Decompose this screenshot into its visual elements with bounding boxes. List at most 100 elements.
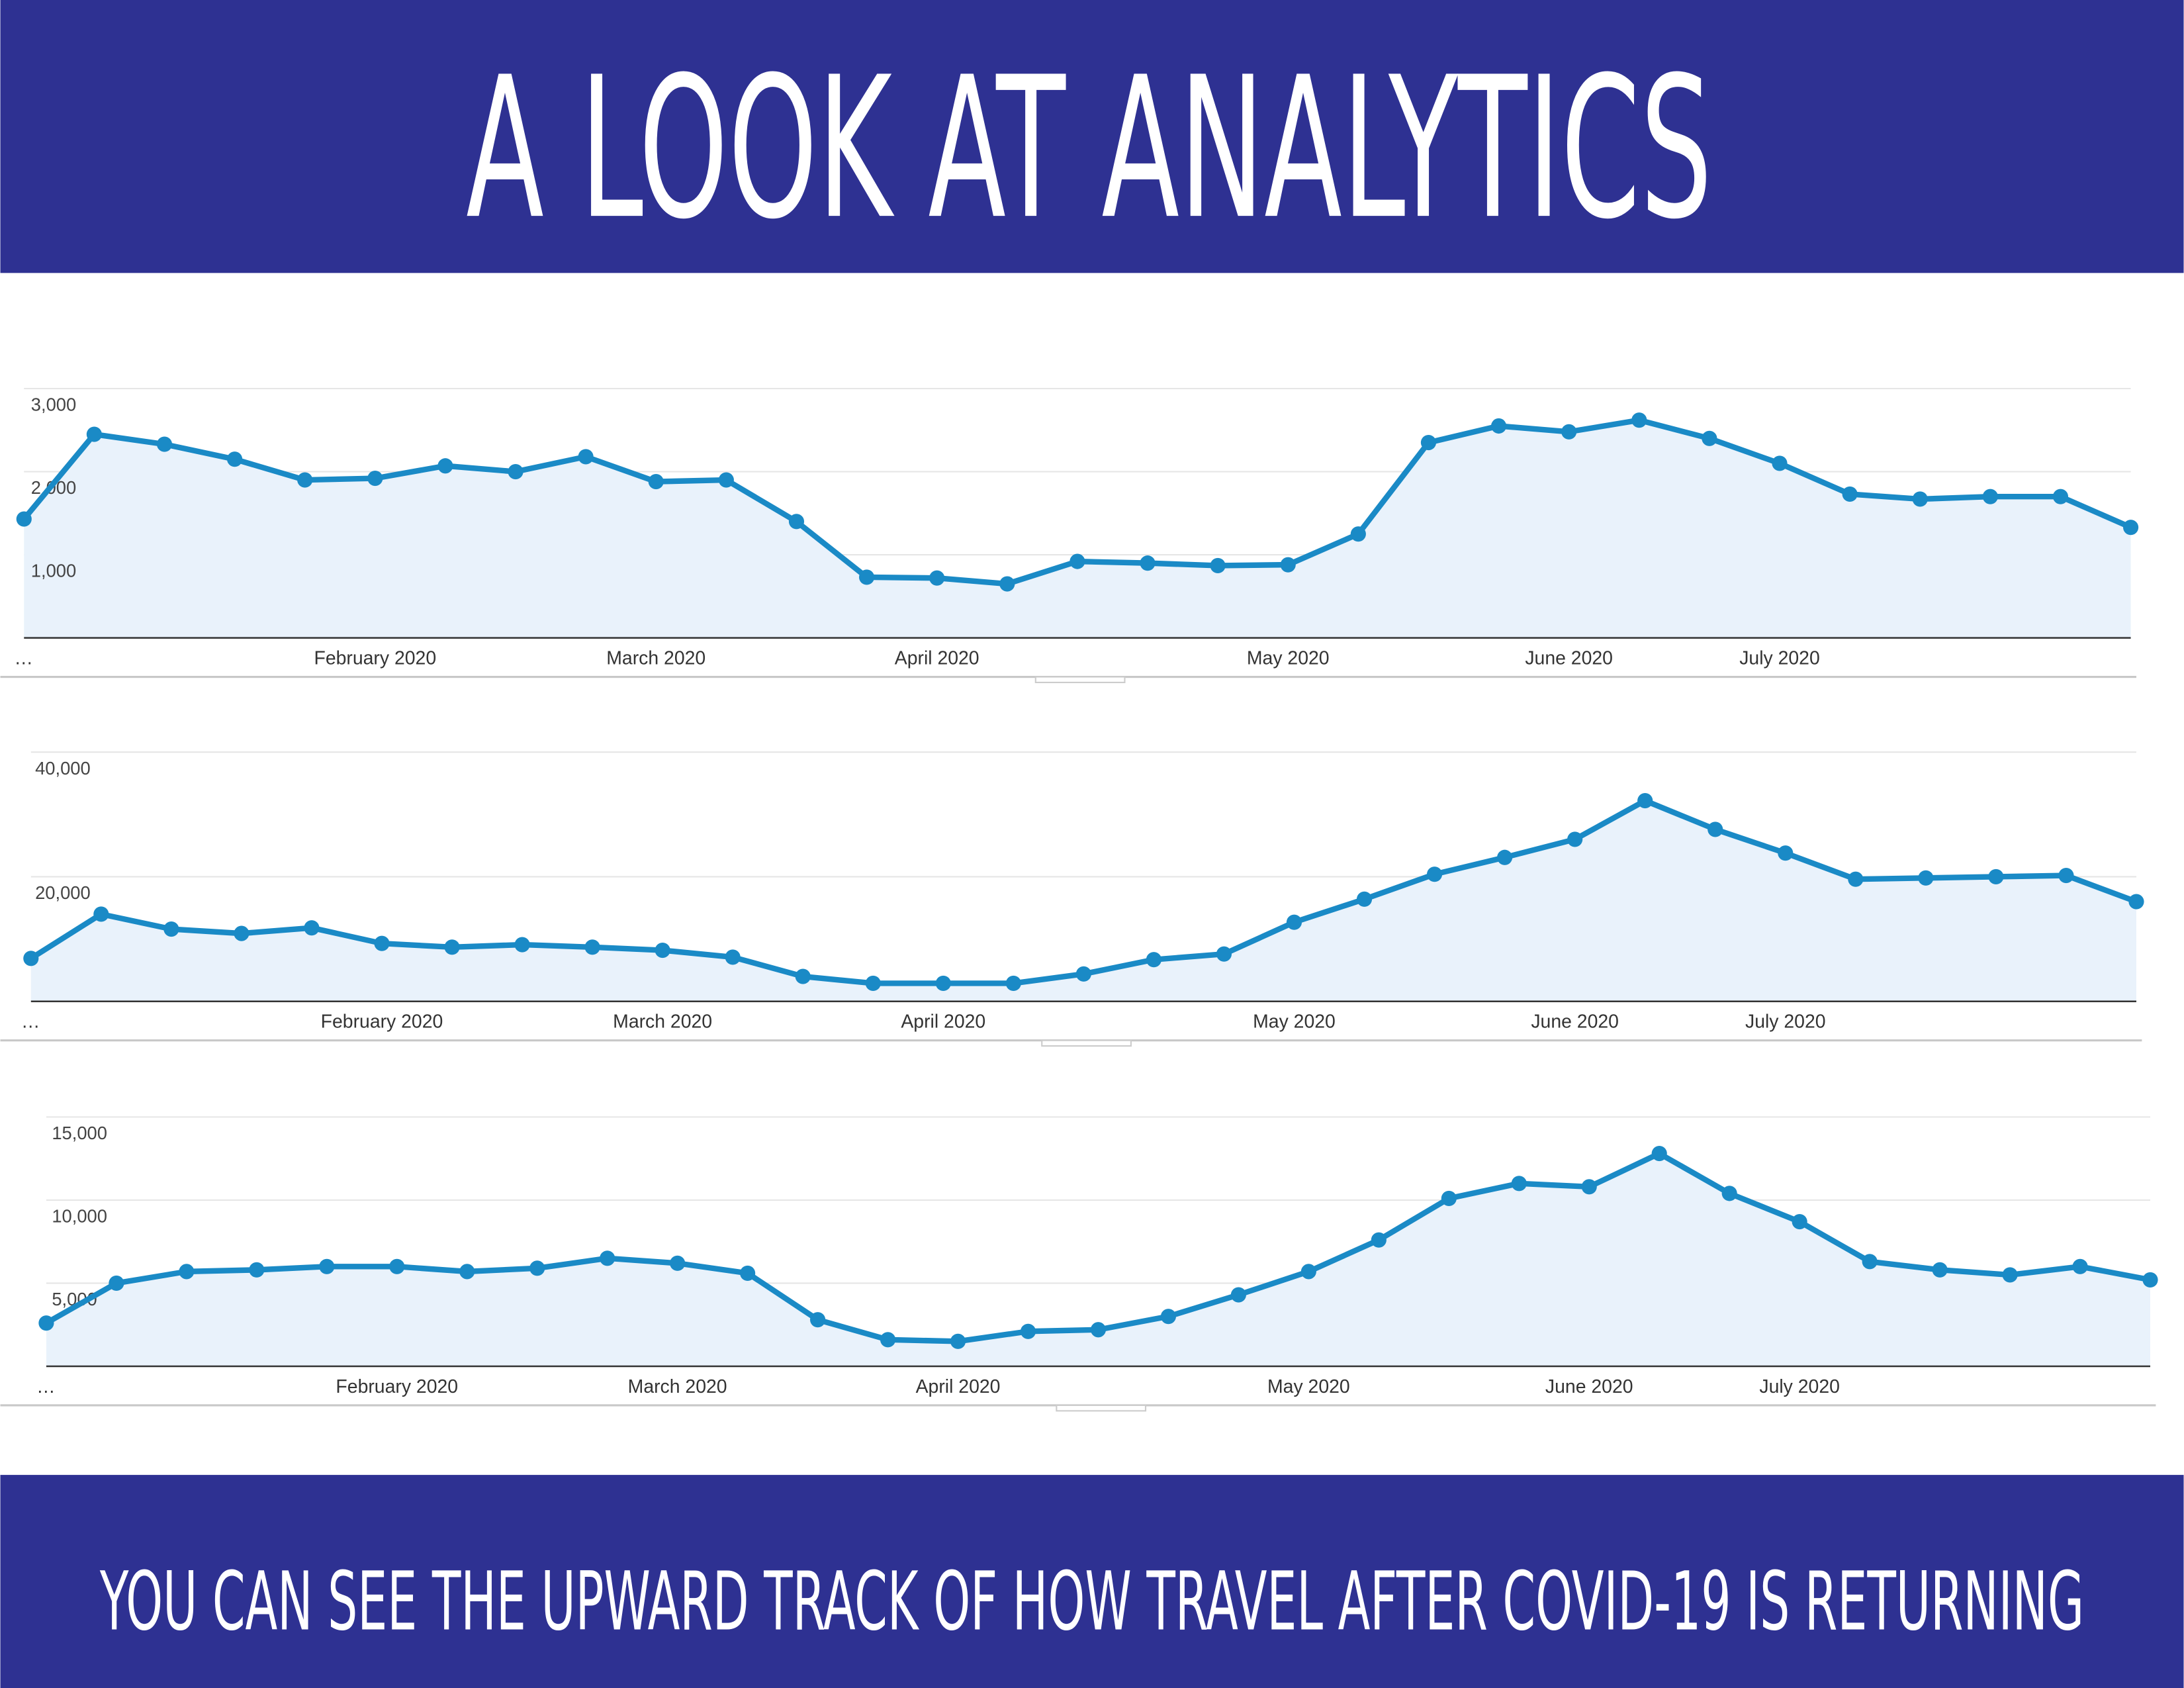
point — [23, 951, 39, 966]
point — [1441, 1190, 1457, 1206]
point — [655, 942, 670, 959]
point — [1210, 557, 1226, 573]
y-tick-label: 20,000 — [35, 882, 91, 903]
area — [30, 800, 2136, 1002]
point — [1932, 1262, 1948, 1278]
x-tick-label: May 2020 — [1253, 1011, 1336, 1033]
point — [1778, 845, 1794, 861]
point — [1427, 867, 1443, 882]
point — [2072, 1258, 2088, 1274]
point — [1160, 1309, 1177, 1325]
x-tick-label: May 2020 — [1267, 1376, 1350, 1397]
point — [38, 1315, 54, 1331]
x-tick-label: July 2020 — [1739, 648, 1820, 669]
x-tick-label: February 2020 — [321, 1011, 443, 1033]
area — [46, 1153, 2151, 1366]
x-tick-label: … — [15, 648, 33, 669]
area — [24, 420, 2131, 638]
y-tick-label: 15,000 — [52, 1123, 107, 1143]
point — [319, 1258, 335, 1274]
x-tick-label: … — [21, 1011, 40, 1033]
point — [1561, 424, 1577, 440]
point — [2142, 1272, 2158, 1288]
point — [529, 1260, 545, 1276]
point — [1702, 430, 1717, 446]
point — [1216, 946, 1232, 962]
point — [156, 436, 173, 452]
point — [1420, 435, 1437, 451]
y-tick-label: 1,000 — [31, 561, 76, 581]
footer-text: YOU CAN SEE THE UPWARD TRACK OF HOW TRAV… — [99, 1555, 2084, 1649]
x-tick-label: June 2020 — [1525, 648, 1613, 669]
point — [93, 906, 109, 922]
point — [1918, 870, 1934, 886]
point — [935, 975, 951, 992]
point — [1707, 821, 1723, 837]
point — [1842, 486, 1858, 502]
point — [1356, 891, 1373, 907]
point — [788, 514, 805, 530]
point — [600, 1250, 615, 1266]
point — [1090, 1322, 1107, 1338]
point — [929, 570, 945, 586]
point — [2128, 894, 2144, 910]
point — [1286, 914, 1302, 930]
point — [795, 968, 811, 984]
x-tick-label: April 2020 — [901, 1011, 985, 1033]
point — [2002, 1267, 2018, 1283]
point — [1637, 793, 1653, 809]
point — [2058, 867, 2074, 884]
point — [1280, 557, 1296, 573]
point — [437, 458, 453, 474]
x-tick-label: June 2020 — [1545, 1376, 1633, 1397]
point — [514, 937, 530, 953]
point — [374, 935, 390, 951]
point — [670, 1255, 686, 1271]
point — [1005, 975, 1021, 992]
point — [1792, 1213, 1807, 1230]
point — [1069, 553, 1085, 569]
point — [297, 472, 313, 488]
x-tick-label: July 2020 — [1745, 1011, 1826, 1033]
point — [234, 925, 250, 941]
point — [389, 1258, 405, 1274]
x-tick-label: April 2020 — [916, 1376, 1001, 1397]
x-tick-label: July 2020 — [1759, 1376, 1840, 1397]
point — [109, 1275, 124, 1291]
point — [2052, 489, 2069, 504]
point — [648, 474, 664, 490]
title: A LOOK AT ANALYTICS — [466, 36, 1712, 262]
footer-band — [0, 1475, 2184, 1688]
point — [1230, 1287, 1246, 1303]
point — [578, 449, 594, 465]
point — [1651, 1146, 1667, 1162]
point — [1631, 412, 1647, 428]
y-tick-label: 3,000 — [31, 395, 76, 415]
x-tick-label: February 2020 — [314, 648, 436, 669]
x-tick-label: March 2020 — [606, 648, 705, 669]
point — [1511, 1176, 1527, 1192]
point — [2122, 520, 2139, 536]
point — [859, 569, 875, 585]
point — [1020, 1323, 1036, 1339]
point — [1982, 489, 1998, 504]
point — [1497, 849, 1513, 865]
point — [163, 921, 179, 937]
point — [1581, 1179, 1597, 1195]
point — [1567, 831, 1583, 847]
point — [584, 939, 600, 955]
point — [1146, 952, 1161, 968]
x-tick-label: June 2020 — [1531, 1011, 1619, 1033]
point — [304, 920, 320, 936]
point — [1988, 868, 2004, 885]
point — [1721, 1186, 1737, 1201]
point — [459, 1264, 475, 1280]
point — [1300, 1264, 1316, 1280]
point — [1350, 526, 1366, 542]
point — [999, 576, 1015, 592]
y-tick-label: 40,000 — [35, 758, 91, 778]
x-tick-label: April 2020 — [895, 648, 979, 669]
point — [1912, 491, 1928, 507]
